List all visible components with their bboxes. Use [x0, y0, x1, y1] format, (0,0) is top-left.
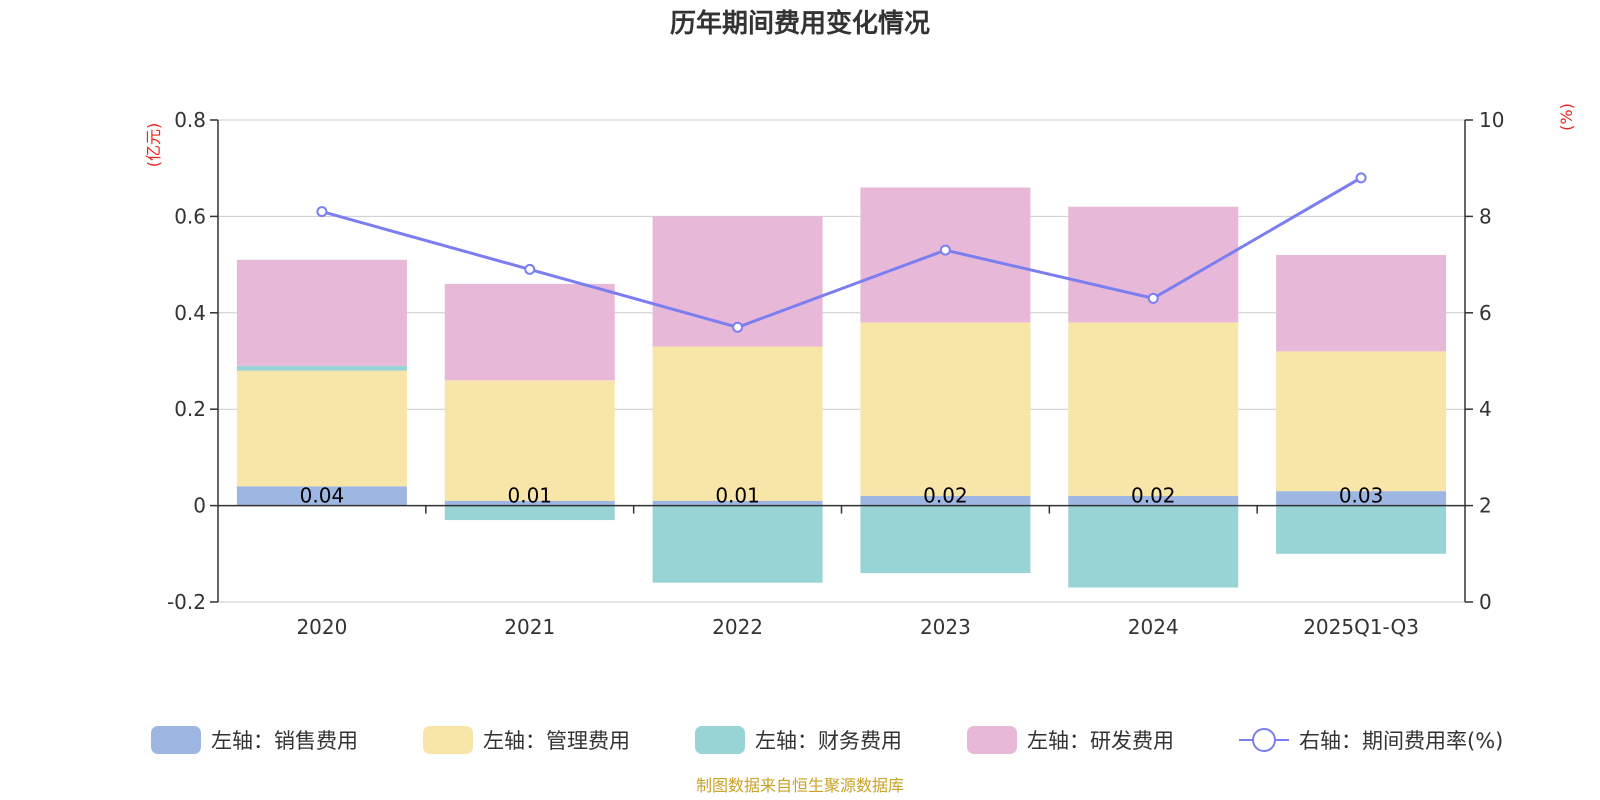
data-labels: 0.04 0.01 0.01 0.02 0.02 0.03 [300, 484, 1384, 508]
bar-segment [1276, 351, 1447, 492]
bar-segment [236, 370, 407, 487]
bar-segment [1068, 322, 1239, 496]
bar-segment [652, 500, 823, 506]
bar-segment [860, 505, 1031, 574]
rate-point [732, 321, 744, 333]
bar-segment [860, 495, 1031, 506]
right-axis-unit: (%) [1557, 103, 1576, 131]
category-label: 2025Q1-Q3 [1303, 615, 1419, 639]
legend-label: 左轴：研发费用 [1027, 729, 1174, 753]
legend-label: 左轴：财务费用 [755, 729, 902, 753]
sales-data-label: 0.02 [923, 484, 968, 508]
left-tick-label: 0.2 [174, 397, 206, 421]
category-label: 2023 [920, 615, 971, 639]
source-note: 制图数据来自恒生聚源数据库 [696, 776, 904, 795]
category-label: 2020 [296, 615, 347, 639]
bar-segment [1276, 254, 1447, 352]
bar-segment [444, 380, 615, 501]
chart-title: 历年期间费用变化情况 [670, 8, 930, 39]
legend-swatch [423, 726, 473, 754]
right-tick-label: 2 [1479, 494, 1492, 518]
bar-segment [444, 505, 615, 521]
left-tick-label: 0.8 [174, 108, 206, 132]
bar-segment [1276, 491, 1447, 506]
category-label: 2021 [504, 615, 555, 639]
bar-segment [1068, 505, 1239, 588]
left-tick-label: -0.2 [167, 590, 206, 614]
right-tick-label: 10 [1479, 108, 1504, 132]
rate-line [321, 176, 1362, 329]
category-label: 2022 [712, 615, 763, 639]
legend: 左轴：销售费用 左轴：管理费用 左轴：财务费用 左轴：研发费用 右轴：期间费用率(%) [151, 726, 1503, 754]
left-axis-unit: (亿元) [144, 123, 163, 168]
bar-segment [444, 283, 615, 381]
left-tick-label: 0 [193, 494, 206, 518]
left-tick-label: 0.6 [174, 204, 206, 228]
sales-data-label: 0.03 [1339, 484, 1384, 508]
bar-segment [1276, 505, 1447, 554]
bar-segment [1068, 495, 1239, 506]
rate-point [1147, 292, 1159, 304]
sales-data-label: 0.01 [507, 484, 552, 508]
bar-segment [652, 505, 823, 583]
axes: -0.2 0 0.2 0.4 0.6 0.8 0 2 4 6 8 10 2020 2021 2022 2023… [167, 108, 1504, 639]
sales-data-label: 0.01 [715, 484, 760, 508]
bar-segment [236, 365, 407, 371]
bar-segment [444, 500, 615, 506]
legend-label: 左轴：管理费用 [483, 729, 630, 753]
bar-segment [652, 346, 823, 501]
bar-series [236, 187, 1447, 588]
legend-label: 左轴：销售费用 [211, 729, 358, 753]
right-tick-label: 6 [1479, 301, 1492, 325]
bar-segment [236, 259, 407, 366]
legend-swatch [695, 726, 745, 754]
rate-point [1355, 172, 1367, 184]
right-tick-label: 4 [1479, 397, 1492, 421]
bar-segment [236, 486, 407, 506]
right-tick-label: 0 [1479, 590, 1492, 614]
legend-swatch [967, 726, 1017, 754]
legend-marker [1252, 728, 1276, 752]
sales-data-label: 0.02 [1131, 484, 1176, 508]
rate-line-series [316, 172, 1367, 333]
left-tick-label: 0.4 [174, 301, 206, 325]
legend-swatch [151, 726, 201, 754]
rate-point [316, 206, 328, 218]
sales-data-label: 0.04 [300, 484, 345, 508]
legend-label: 右轴：期间费用率(%) [1299, 729, 1503, 753]
right-tick-label: 8 [1479, 204, 1492, 228]
category-label: 2024 [1128, 615, 1179, 639]
bar-segment [860, 322, 1031, 496]
rate-point [939, 244, 951, 256]
rate-point [524, 263, 536, 275]
